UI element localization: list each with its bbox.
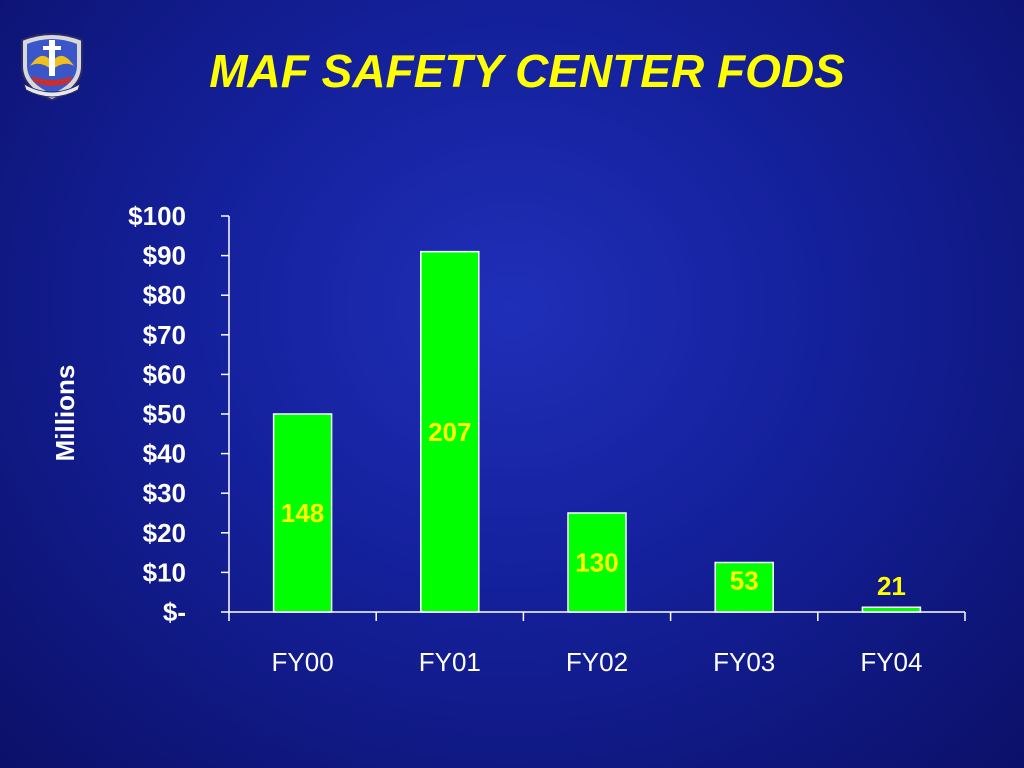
slide-title: MAF SAFETY CENTER FODS xyxy=(209,45,845,97)
x-tick-label: FY04 xyxy=(860,647,922,677)
y-tick-label: $90 xyxy=(143,241,186,271)
bar-data-label: 53 xyxy=(730,565,759,595)
x-tick-label: FY00 xyxy=(272,647,334,677)
bar-data-label: 148 xyxy=(281,498,324,528)
y-tick-label: $20 xyxy=(143,518,186,548)
bar-data-label: 21 xyxy=(877,571,906,601)
y-tick-label: $- xyxy=(163,597,186,627)
x-tick-label: FY02 xyxy=(566,647,628,677)
y-axis-label: Millions xyxy=(50,365,80,462)
y-tick-label: $70 xyxy=(143,320,186,350)
y-tick-label: $10 xyxy=(143,557,186,587)
bar-data-label: 207 xyxy=(428,417,471,447)
y-tick-label: $50 xyxy=(143,399,186,429)
air-combat-command-shield-icon xyxy=(21,33,83,102)
y-tick-label: $60 xyxy=(143,359,186,389)
bar-fy00 xyxy=(272,413,333,613)
x-tick-label: FY03 xyxy=(713,647,775,677)
x-tick-label: FY01 xyxy=(419,647,481,677)
y-tick-label: $80 xyxy=(143,280,186,310)
bar-data-label: 130 xyxy=(575,548,618,578)
y-tick-label: $30 xyxy=(143,478,186,508)
y-tick-label: $40 xyxy=(143,439,186,469)
y-tick-label: $100 xyxy=(128,201,186,231)
